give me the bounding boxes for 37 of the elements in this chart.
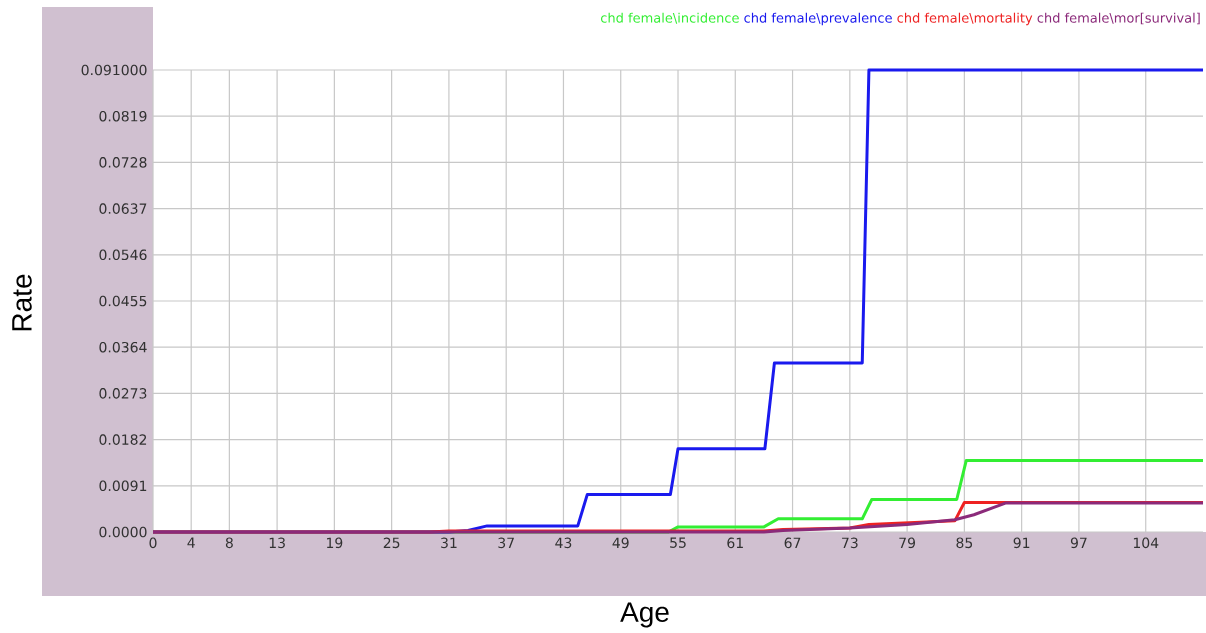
x-tick-label: 0: [149, 537, 157, 549]
y-tick-label: 0.091000: [81, 64, 147, 76]
line-series: [151, 501, 1205, 534]
text: chd female\prevalence: [744, 12, 892, 26]
y-tick-label: 0.0728: [99, 157, 147, 168]
x-tick-label: 55: [670, 537, 686, 548]
x-axis-title: Age: [620, 602, 669, 628]
y-tick-label: 0.0819: [99, 110, 147, 122]
x-tick-label: 97: [1070, 537, 1087, 549]
x-tick-label: 19: [327, 537, 343, 549]
text: chd female\mor[survival]: [1037, 12, 1200, 25]
y-tick-label: 0.0091: [99, 480, 147, 492]
x-tick-label: 91: [1013, 537, 1030, 549]
y-tick-label: 0.0637: [99, 203, 147, 214]
x-tick-label: 13: [269, 537, 285, 549]
text: chd female\mortality: [897, 12, 1033, 26]
x-tick-label: 37: [498, 537, 514, 549]
y-axis-title: Rate: [12, 274, 32, 331]
x-tick-label: 67: [784, 537, 801, 549]
x-tick-label: 4: [187, 537, 195, 548]
x-tick-label: 43: [555, 537, 572, 549]
x-tick-label: 79: [899, 537, 916, 549]
y-tick-label: 0.0273: [99, 388, 147, 399]
x-tick-label: 25: [383, 537, 400, 549]
x-tick-label: 49: [612, 537, 629, 549]
x-tick-label: 85: [956, 537, 973, 549]
text: chd female\incidence: [600, 12, 739, 24]
x-tick-label: 61: [727, 537, 743, 549]
y-tick-label: 0.0455: [99, 295, 147, 307]
y-tick-label: 0.0364: [99, 341, 147, 353]
y-tick-label: 0.0546: [99, 249, 147, 261]
y-tick-label: 0.0000: [99, 526, 147, 538]
x-tick-label: 31: [441, 537, 457, 549]
y-tick-label: 0.0182: [99, 434, 147, 445]
x-tick-label: 8: [225, 537, 233, 549]
x-tick-label: 104: [1133, 537, 1159, 549]
x-tick-label: 73: [842, 537, 858, 549]
